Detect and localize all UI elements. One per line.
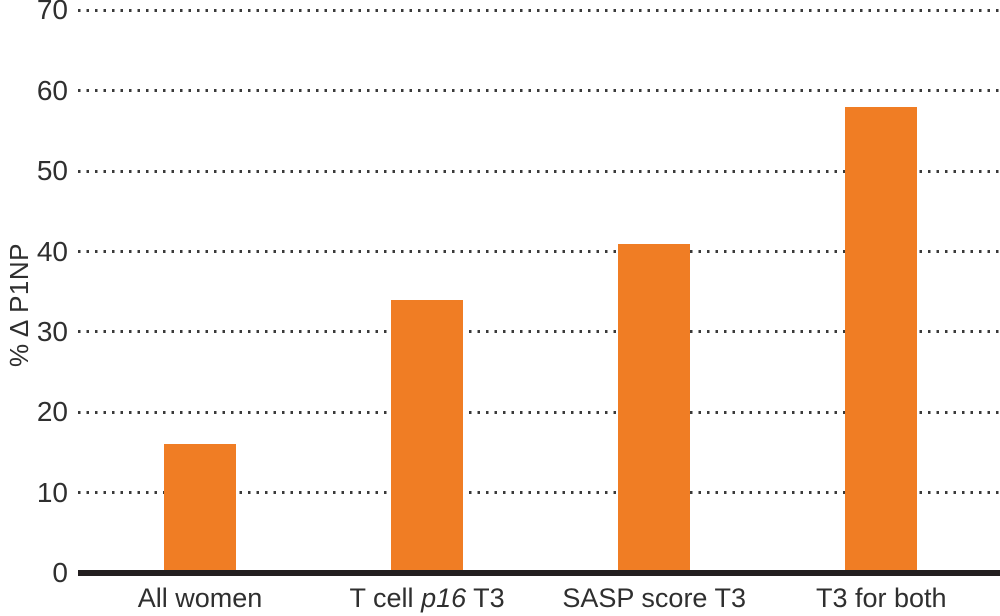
gridline-70 bbox=[78, 8, 1000, 12]
gridline-60 bbox=[78, 89, 1000, 93]
x-tick-label-sasp-score-t3: SASP score T3 bbox=[562, 583, 746, 613]
y-tick-label-10: 10 bbox=[36, 476, 68, 508]
gridline-50 bbox=[78, 169, 1000, 173]
bar-t-cell-p16-t3 bbox=[391, 299, 464, 573]
gridline-40 bbox=[78, 250, 1000, 254]
gridline-30 bbox=[78, 330, 1000, 334]
y-tick-label-60: 60 bbox=[36, 74, 68, 106]
y-tick-label-20: 20 bbox=[36, 396, 68, 428]
plot-area bbox=[78, 0, 1000, 573]
y-tick-label-30: 30 bbox=[36, 315, 68, 347]
x-tick-label-all-women: All women bbox=[137, 583, 263, 613]
x-axis-line bbox=[78, 570, 1000, 576]
x-tick-label-t3-for-both: T3 for both bbox=[816, 583, 947, 613]
bar-all-women bbox=[164, 444, 236, 573]
y-tick-label-50: 50 bbox=[36, 155, 68, 187]
bar-sasp-score-t3 bbox=[618, 243, 691, 573]
y-tick-label-0: 0 bbox=[52, 557, 68, 588]
x-tick-label-t-cell-p16-t3: T cell p16 T3 bbox=[349, 583, 505, 613]
y-tick-label-40: 40 bbox=[36, 235, 68, 267]
bar-t3-for-both bbox=[845, 106, 918, 573]
gridline-20 bbox=[78, 410, 1000, 414]
gridline-10 bbox=[78, 491, 1000, 495]
y-tick-label-70: 70 bbox=[36, 0, 68, 26]
